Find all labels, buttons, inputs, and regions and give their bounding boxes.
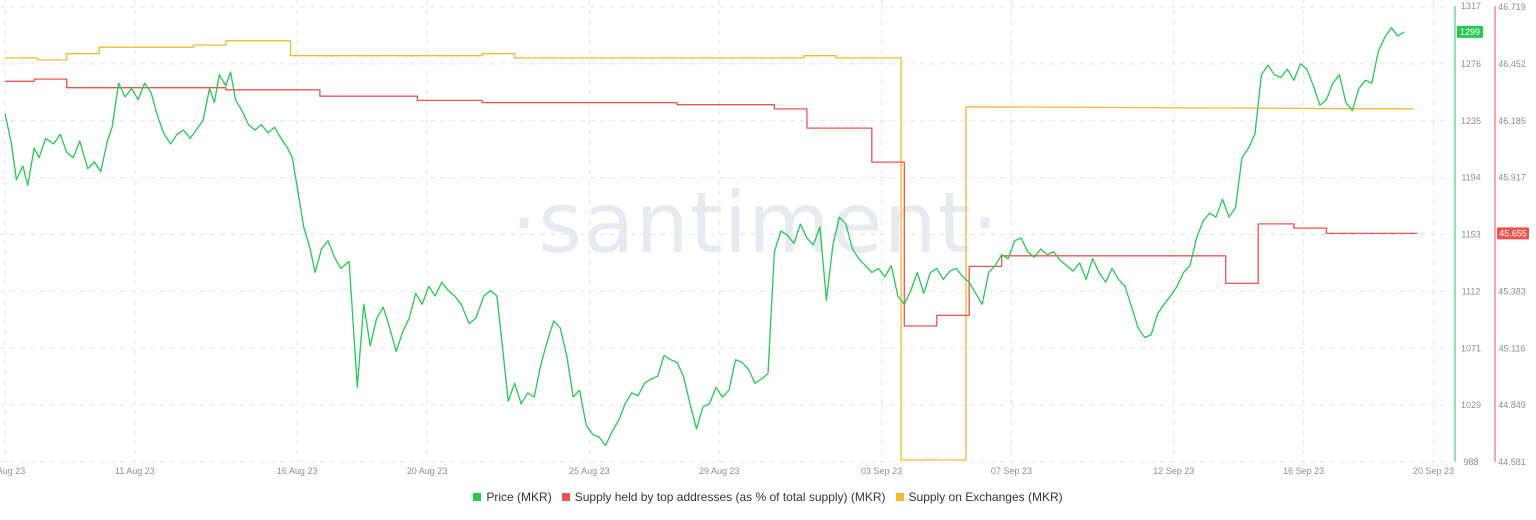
- price-tick-label: 1276: [1461, 59, 1481, 69]
- x-tick-label: 03 Sep 23: [861, 466, 902, 476]
- legend-label: Supply on Exchanges (MKR): [908, 490, 1063, 504]
- price-axis: 1317 1276 1235 1194 1153 1112 1071 1029 988: [1454, 1, 1481, 467]
- x-axis: 07 Aug 23 11 Aug 23 16 Aug 23 20 Aug 23 25 A…: [0, 466, 1454, 476]
- price-tick-label: 1194: [1461, 173, 1480, 183]
- legend-item[interactable]: Supply held by top addresses (as % of to…: [561, 490, 886, 504]
- price-tick-label: 1029: [1461, 400, 1481, 410]
- current-value-badges: 1299 45.655: [1457, 25, 1529, 240]
- supply-tick-label: 44.581: [1498, 457, 1526, 467]
- x-tick-label: 29 Aug 23: [699, 466, 740, 476]
- price-current-label: 1299: [1460, 27, 1480, 37]
- supply-tick-label: 45.383: [1498, 286, 1526, 296]
- legend-item[interactable]: Price (MKR): [473, 490, 552, 504]
- price-tick-label: 988: [1463, 457, 1478, 467]
- supply-tick-label: 45.116: [1499, 343, 1526, 353]
- series-lines: [4, 27, 1418, 461]
- x-tick-label: 20 Sep 23: [1413, 466, 1454, 476]
- supply-tick-label: 46.452: [1498, 59, 1526, 69]
- supply-current-label: 45.655: [1499, 228, 1527, 238]
- x-tick-label: 20 Aug 23: [407, 466, 448, 476]
- santiment-watermark: ·santiment·: [511, 174, 1000, 272]
- legend-swatch: [895, 493, 904, 501]
- price-line: [4, 27, 1405, 447]
- legend-swatch: [473, 493, 482, 501]
- supply-tick-label: 46.719: [1498, 2, 1526, 12]
- legend-label: Supply held by top addresses (as % of to…: [574, 490, 886, 504]
- x-tick-label: 12 Sep 23: [1153, 466, 1194, 476]
- x-tick-label: 07 Aug 23: [0, 466, 25, 476]
- price-tick-label: 1112: [1462, 286, 1481, 296]
- x-tick-label: 11 Aug 23: [115, 466, 155, 476]
- price-tick-label: 1071: [1461, 343, 1481, 353]
- price-tick-label: 1153: [1461, 230, 1480, 240]
- supply-tick-label: 46.185: [1498, 116, 1526, 126]
- legend: Price (MKR) Supply held by top addresses …: [0, 490, 1536, 504]
- legend-swatch: [561, 493, 570, 501]
- x-tick-label: 07 Sep 23: [991, 466, 1032, 476]
- x-tick-label: 25 Aug 23: [569, 466, 610, 476]
- x-tick-label: 16 Aug 23: [277, 466, 318, 476]
- supply-tick-label: 44.849: [1498, 400, 1526, 410]
- price-tick-label: 1317: [1461, 1, 1481, 11]
- top-addresses-line: [5, 78, 1418, 327]
- supply-current-badge: [1497, 227, 1529, 240]
- exchange-supply-line: [5, 40, 1415, 461]
- legend-label: Price (MKR): [486, 490, 552, 504]
- chart: ·santiment· 07 Aug 23 11 Aug 23 16 Aug 23 2…: [0, 0, 1529, 476]
- chart-grid: [0, 0, 1448, 463]
- price-current-badge: [1457, 25, 1483, 38]
- legend-item[interactable]: Supply on Exchanges (MKR): [895, 490, 1063, 504]
- price-tick-label: 1235: [1461, 116, 1481, 126]
- x-tick-label: 16 Sep 23: [1283, 466, 1324, 476]
- supply-tick-label: 45.917: [1498, 173, 1526, 183]
